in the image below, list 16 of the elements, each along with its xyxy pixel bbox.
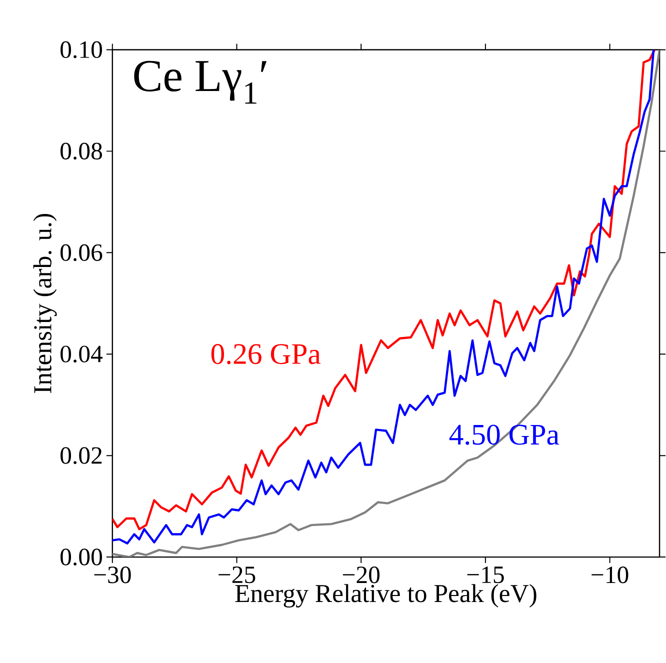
y-tick-label: 0.00 — [60, 548, 102, 566]
x-tick-label: −15 — [467, 566, 504, 584]
x-tick-label: −25 — [218, 566, 256, 584]
y-tick-label: 0.08 — [60, 143, 102, 160]
x-tick-label: −30 — [94, 566, 131, 584]
x-tick-label: −20 — [342, 566, 380, 584]
x-tick-label: −10 — [592, 566, 628, 584]
x-axis-title: Energy Relative to Peak (eV) — [235, 584, 536, 608]
y-tick-label: 0.02 — [60, 447, 102, 464]
y-tick-label: 0.04 — [60, 346, 103, 363]
y-tick-label: 0.06 — [60, 244, 102, 262]
series-label: 0.26 GPa — [211, 344, 321, 364]
series-label: 4.50 GPa — [449, 424, 560, 446]
y-axis-title: Intensity (arb. u.) — [33, 214, 57, 394]
chart-title: Ce Lγ$_{1}$′ — [134, 61, 267, 104]
y-tick-label: 0.10 — [60, 42, 102, 58]
